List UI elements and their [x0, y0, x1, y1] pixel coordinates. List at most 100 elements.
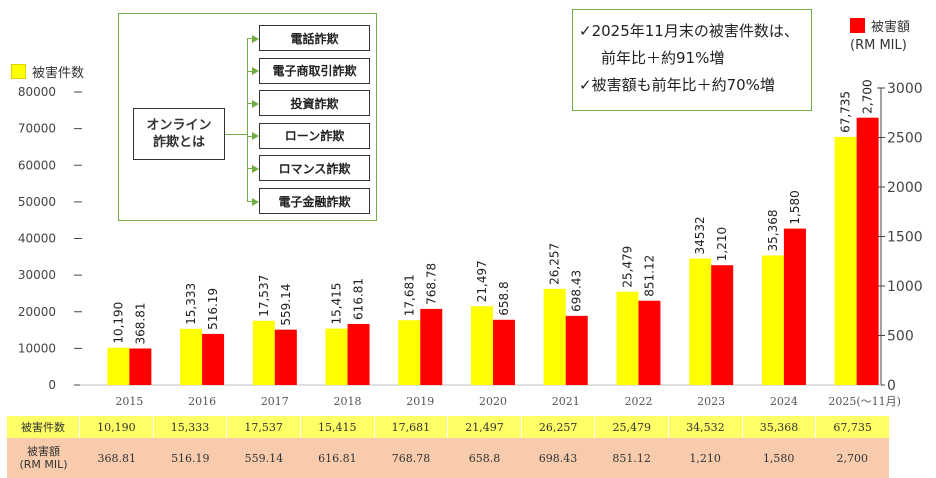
y-right-tick-label: 3000 — [887, 81, 923, 97]
table-cell-amount: 616.81 — [318, 451, 357, 465]
arrow-icon — [252, 34, 259, 43]
x-tick-label: 2018 — [334, 395, 362, 408]
data-label-amount: 2,700 — [861, 79, 875, 113]
arrow-icon — [252, 67, 259, 76]
data-label-count: 25,479 — [620, 246, 634, 288]
bar-count — [252, 320, 275, 385]
bar-amount — [274, 329, 297, 385]
bar-amount — [783, 228, 806, 385]
x-tick-label: 2023 — [697, 395, 725, 408]
x-tick-label: 2017 — [261, 395, 289, 408]
bar-amount — [565, 315, 588, 385]
table-cell-amount: 1,580 — [762, 451, 795, 465]
bar-count — [543, 288, 566, 385]
data-label-amount: 698.43 — [570, 270, 584, 312]
table-cell-count: 26,257 — [520, 416, 595, 438]
callout-box: ✓2025年11月末の被害件数は、 前年比＋約91%増 ✓被害額も前年比＋約70… — [572, 9, 812, 111]
connector-branch — [247, 70, 253, 72]
fraud-type-item: 電子金融詐欺 — [259, 188, 370, 214]
fraud-type-item: ロマンス詐欺 — [259, 155, 370, 182]
legend-count-label: 被害件数 — [32, 66, 85, 81]
data-label-count: 67,735 — [839, 91, 853, 133]
fraud-type-item: ローン詐欺 — [259, 122, 370, 149]
y-left-tick-label: 30000 — [18, 268, 56, 282]
fraud-type-item: 電子商取引詐欺 — [259, 57, 370, 84]
y-right-tick-label: 0 — [887, 378, 896, 394]
connector-branch — [247, 201, 253, 202]
bar-count — [689, 258, 712, 385]
data-label-amount: 768.78 — [424, 263, 438, 305]
bar-count — [761, 255, 784, 385]
data-label-amount: 658.8 — [497, 281, 511, 315]
x-tick-label: 2021 — [552, 395, 580, 408]
data-label-count: 10,190 — [111, 302, 125, 344]
legend-red-swatch — [850, 18, 865, 33]
legend-amount-unit: (RM MIL) — [850, 38, 907, 53]
y-left-tick-label: 80000 — [18, 85, 56, 99]
data-label-amount: 516.19 — [206, 288, 220, 330]
y-right-tick-label: 1000 — [887, 279, 923, 295]
definition-title: オンライン 詐欺とは — [133, 108, 225, 160]
arrow-icon — [252, 132, 259, 141]
x-tick-label: 2025(～11月) — [828, 395, 901, 408]
arrow-icon — [252, 197, 259, 206]
connector-branch — [247, 103, 253, 105]
y-left-tick-label: 40000 — [18, 232, 56, 246]
table-cell-amount: 851.12 — [612, 451, 651, 465]
data-label-count: 17,537 — [257, 275, 271, 317]
connector-branch — [247, 38, 253, 39]
table-cell-count: 67,735 — [815, 416, 889, 438]
table-row-count: 被害件数 10,190 15,333 17,537 15,415 17,681 21,49… — [7, 416, 889, 438]
data-label-count: 35,368 — [766, 209, 780, 251]
bar-count — [325, 328, 348, 385]
table-cell-count: 17,681 — [373, 416, 448, 438]
connector-line — [225, 134, 247, 135]
table-cell-count: 35,368 — [741, 416, 816, 438]
bar-count — [471, 306, 493, 385]
bar-amount — [347, 323, 370, 385]
table-cell-amount: 658.8 — [468, 451, 501, 465]
connector-branch — [247, 168, 253, 170]
bar-count — [616, 291, 639, 385]
table-row-amount-header: 被害額 (RM MIL) — [19, 445, 68, 471]
table-cell-amount: 2,700 — [836, 451, 868, 465]
fraud-type-item: 電話詐欺 — [259, 25, 370, 51]
callout-line-1: ✓2025年11月末の被害件数は、 — [579, 22, 799, 40]
y-left-tick-label: 20000 — [18, 305, 56, 319]
y-left-tick-label: 0 — [48, 378, 56, 392]
bar-amount — [711, 265, 734, 385]
table-cell-count: 21,497 — [447, 416, 521, 438]
x-tick-label: 2019 — [406, 395, 434, 408]
x-tick-label: 2016 — [188, 395, 216, 408]
data-label-count: 17,681 — [402, 274, 416, 316]
bar-count — [834, 136, 857, 385]
table-cell-count: 34,532 — [668, 416, 742, 438]
y-left-tick-label: 60000 — [18, 158, 56, 172]
bar-count — [107, 347, 130, 385]
bar-amount — [856, 117, 879, 385]
bar-count — [398, 320, 421, 385]
arrow-icon — [252, 99, 259, 108]
y-right-tick-label: 500 — [887, 329, 914, 345]
y-right-tick-label: 2500 — [887, 131, 923, 147]
data-label-count: 26,257 — [548, 243, 562, 285]
data-label-amount: 368.81 — [133, 302, 147, 344]
table-cell-count: 17,537 — [226, 416, 300, 438]
connector-trunk — [247, 38, 248, 201]
bar-amount — [202, 333, 225, 385]
callout-line-2: 前年比＋約91%増 — [601, 49, 725, 67]
table-row-count-header: 被害件数 — [21, 420, 66, 434]
fraud-type-item: 投資詐欺 — [259, 90, 370, 117]
y-right-tick-label: 1500 — [887, 230, 923, 246]
table-row-amount: 被害額 (RM MIL) 368.81 516.19 559.14 616.81 768… — [7, 438, 889, 478]
data-label-amount: 559.14 — [279, 284, 293, 326]
bar-amount — [420, 308, 443, 385]
table-cell-amount: 768.78 — [391, 451, 431, 465]
table-cell-amount: 559.14 — [244, 451, 284, 465]
legend-amount: 被害額 (RM MIL) — [850, 18, 910, 55]
bar-amount — [493, 319, 515, 385]
table-cell-amount: 368.81 — [97, 451, 137, 465]
bar-amount — [638, 300, 661, 385]
data-label-count: 21,497 — [475, 260, 489, 302]
